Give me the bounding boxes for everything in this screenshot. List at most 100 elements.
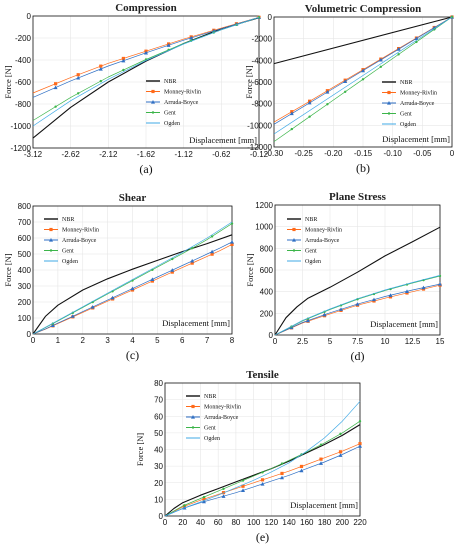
chart-d: Plane Stress 0 2.5 5 7.5 10 12.5 15 0 200 400 600 80…: [245, 191, 445, 363]
chart-title: Volumetric Compression: [305, 3, 421, 15]
series-nbr: [273, 16, 453, 65]
series-line: [273, 16, 453, 135]
y-tick-label: 400: [260, 288, 274, 297]
data-point: [230, 242, 234, 246]
panel-label: (e): [256, 530, 269, 544]
data-point: [170, 270, 174, 274]
legend-label: Gent: [305, 249, 317, 255]
y-tick-label: 500: [18, 250, 32, 259]
legend-marker: [191, 404, 195, 409]
series-ogden: [32, 16, 260, 127]
data-point: [358, 444, 362, 448]
series-line: [274, 226, 441, 336]
data-point: [211, 28, 216, 33]
data-point: [405, 291, 409, 295]
legend-label: NBR: [164, 79, 176, 85]
series-nbr: [274, 226, 441, 336]
x-tick-label: 5: [328, 337, 333, 346]
data-point: [122, 68, 125, 72]
y-tick-label: 80: [154, 379, 163, 388]
data-point: [190, 261, 194, 265]
data-point: [191, 246, 194, 250]
data-point: [415, 40, 418, 44]
y-tick-label: 1200: [255, 201, 273, 210]
data-point: [230, 222, 234, 225]
data-point: [130, 286, 135, 291]
data-point: [210, 235, 214, 238]
x-tick-label: 2.5: [297, 337, 309, 346]
y-axis-label: Force [N]: [3, 253, 13, 286]
data-point: [343, 79, 348, 83]
data-point: [189, 35, 194, 40]
y-tick-label: 10: [154, 495, 163, 504]
y-axis-label: Force [N]: [3, 65, 13, 98]
y-tick-label: 50: [154, 429, 163, 438]
legend-marker: [292, 227, 296, 232]
legend-label: Ogden: [164, 121, 180, 127]
y-tick-label: -8000: [252, 100, 273, 109]
legend-label: Monney-Rivlin: [204, 405, 241, 411]
x-tick-label: -2.62: [62, 150, 81, 159]
data-point: [358, 442, 362, 446]
data-point: [50, 323, 55, 328]
y-tick-label: 0: [159, 512, 164, 521]
data-point: [388, 293, 393, 297]
x-tick-label: 15: [436, 337, 445, 346]
data-point: [414, 36, 419, 41]
data-point: [54, 105, 57, 108]
y-tick-label: -10000: [247, 121, 272, 130]
data-point: [396, 47, 401, 51]
legend-label: Gent: [62, 249, 74, 255]
x-tick-label: 140: [282, 518, 296, 527]
y-tick-label: 800: [260, 244, 274, 253]
legend-label: NBR: [204, 394, 216, 400]
data-point: [202, 499, 206, 504]
y-tick-label: 600: [18, 234, 32, 243]
legend-marker: [387, 101, 391, 105]
legend-marker: [49, 238, 53, 242]
x-tick-label: 4: [130, 336, 135, 345]
plot-frame: [32, 205, 233, 335]
x-tick-label: 120: [265, 518, 279, 527]
data-point: [70, 314, 75, 318]
data-point: [355, 302, 360, 306]
chart-b: Volumetric Compression -0.30 -0.25 -0.20 -0.…: [244, 3, 455, 175]
data-point: [241, 484, 245, 488]
series-arruda-boyce: [164, 444, 362, 517]
legend-marker: [49, 249, 53, 252]
x-tick-label: -1.62: [137, 150, 156, 159]
x-axis-label: Displacement [mm]: [382, 134, 450, 144]
data-point: [290, 127, 293, 131]
data-point: [202, 497, 206, 501]
x-tick-label: 0: [31, 336, 36, 345]
data-point: [280, 471, 284, 476]
data-point: [325, 90, 330, 94]
y-tick-label: -1000: [11, 122, 32, 131]
data-point: [388, 295, 393, 299]
x-tick-label: 180: [318, 518, 332, 527]
legend-label: Ogden: [204, 436, 220, 442]
data-point: [170, 268, 175, 272]
y-tick-label: -4000: [252, 56, 273, 65]
legend-label: Arruda-Boyce: [400, 101, 435, 107]
data-point: [438, 282, 442, 286]
series-line: [32, 221, 233, 335]
data-point: [221, 494, 226, 498]
legend-label: Arruda-Boyce: [164, 100, 199, 106]
data-point: [190, 258, 195, 263]
legend-label: NBR: [62, 217, 74, 223]
y-tick-label: 60: [154, 412, 163, 421]
y-tick-label: -1200: [11, 144, 32, 153]
chart-title: Compression: [115, 2, 177, 14]
y-tick-label: -12000: [247, 143, 272, 152]
series-ogden: [32, 221, 233, 335]
data-point: [260, 478, 265, 482]
legend-label: Monney-Rivlin: [305, 228, 342, 234]
data-point: [230, 240, 234, 244]
data-point: [338, 450, 343, 454]
y-tick-label: 20: [154, 479, 163, 488]
legend: NBR Monney-Rivlin Arruda-Boyce Gent Ogden: [44, 217, 99, 265]
series-ogden: [273, 16, 453, 135]
